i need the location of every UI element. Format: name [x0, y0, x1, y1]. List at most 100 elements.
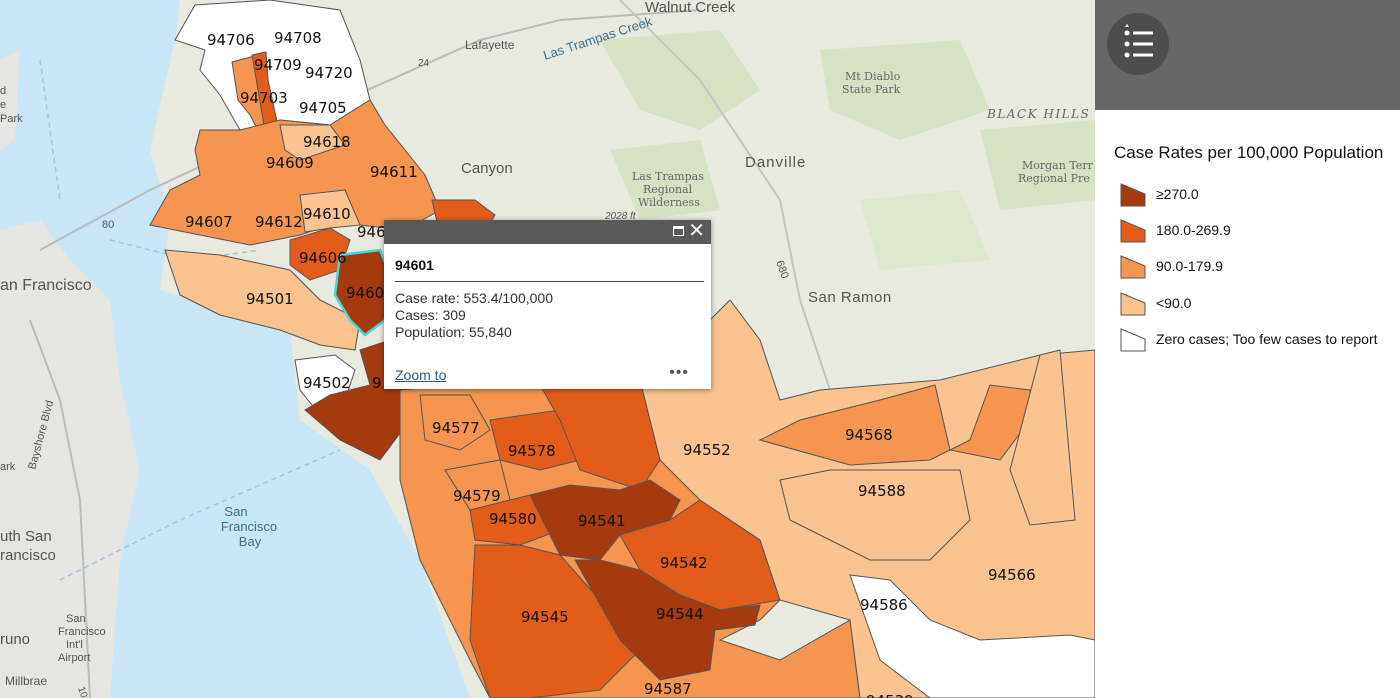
- place-label: Park: [0, 113, 23, 125]
- zip-label: 94610: [303, 205, 351, 223]
- place-label: 2028 ft: [604, 211, 637, 222]
- place-label: runo: [0, 631, 30, 648]
- zip-94709[interactable]: [251, 51, 281, 138]
- place-label: Morgan Terr: [1022, 159, 1094, 172]
- highway-shield: 101: [75, 685, 91, 698]
- legend-label: <90.0: [1156, 295, 1192, 311]
- place-label: San Ramon: [808, 289, 892, 306]
- zip-94544[interactable]: [574, 559, 761, 681]
- legend-item: Zero cases; Too few cases to report: [1120, 326, 1378, 352]
- highway-shield: 680: [773, 259, 791, 280]
- zip-label: 94586: [860, 596, 908, 614]
- zip-94601-selected[interactable]: [333, 248, 392, 337]
- place-label: e: [0, 99, 6, 111]
- zoom-to-link[interactable]: Zoom to: [395, 367, 447, 383]
- land-west: [0, 220, 140, 698]
- zip-94618[interactable]: [279, 124, 346, 161]
- close-icon[interactable]: ✕: [688, 220, 705, 242]
- zip-label: 94606: [299, 249, 347, 267]
- zip-label: 94579: [453, 487, 501, 505]
- zip-94610[interactable]: [299, 189, 361, 233]
- place-label: Regional: [643, 183, 693, 196]
- ferry-route: [39, 59, 61, 201]
- zip-94501[interactable]: [164, 249, 361, 351]
- highway-shield: 24: [418, 58, 430, 69]
- zip-94545[interactable]: [469, 544, 641, 698]
- zip-label: 9460: [346, 284, 384, 302]
- place-label: ark: [0, 461, 16, 473]
- legend-item: ≥270.0: [1120, 181, 1199, 207]
- place-label: uth San: [0, 528, 52, 545]
- zip-94578[interactable]: [489, 409, 581, 471]
- place-label: Regional Pre: [1018, 172, 1090, 185]
- zip-label: 94542: [660, 554, 708, 572]
- legend-swatch: [1120, 328, 1146, 352]
- land-west-north: [0, 50, 20, 150]
- popup-title: 94601: [395, 257, 434, 273]
- zip-label: 94609: [266, 154, 314, 172]
- highway-shield: 80: [102, 219, 114, 231]
- popup-body: Case rate: 553.4/100,000 Cases: 309 Popu…: [395, 290, 553, 341]
- zip-94577[interactable]: [419, 394, 491, 451]
- zip-label: 94541: [578, 512, 626, 530]
- place-label: Canyon: [461, 160, 513, 177]
- zip-label: 94709: [254, 56, 302, 74]
- popup-population: Population: 55,840: [395, 324, 512, 340]
- water-label: Francisco: [221, 519, 277, 534]
- place-label: Lafayette: [465, 38, 515, 52]
- zip-label: 94612: [255, 213, 303, 231]
- more-options-icon[interactable]: •••: [669, 364, 689, 381]
- zip-label: 94720: [305, 64, 353, 82]
- water-label: Bay: [239, 534, 262, 549]
- legend-label: Zero cases; Too few cases to report: [1156, 331, 1378, 347]
- place-label: Las Trampas: [632, 170, 704, 183]
- place-label: Danville: [745, 154, 806, 171]
- legend-label: 90.0-179.9: [1156, 258, 1223, 274]
- popup-divider: [395, 281, 704, 282]
- zip-label: 94566: [988, 566, 1036, 584]
- place-label: Int'l: [66, 639, 83, 651]
- map-view[interactable]: 94706 94708 94709 94720 94703 94705 9461…: [0, 0, 1095, 698]
- zip-label: 94703: [240, 89, 288, 107]
- legend-list-icon[interactable]: [1107, 13, 1169, 75]
- popup-cases: Cases: 309: [395, 307, 466, 323]
- road: [29, 319, 91, 698]
- zip-label: 94611: [370, 163, 418, 181]
- legend-label: 180.0-269.9: [1156, 222, 1231, 238]
- place-label: Mt Diablo: [845, 70, 901, 83]
- park-area: [820, 40, 990, 140]
- legend-panel-header: [1095, 0, 1400, 110]
- zip-label: 94552: [683, 441, 731, 459]
- place-label: Walnut Creek: [645, 0, 736, 16]
- zip-label: 94607: [185, 213, 233, 231]
- zip-label: 9: [372, 374, 382, 392]
- zip-east-border[interactable]: [1009, 349, 1076, 526]
- legend-swatch: [1120, 255, 1146, 279]
- zip-label: 94544: [656, 605, 704, 623]
- zip-94586[interactable]: [849, 574, 1095, 698]
- water-label: San: [224, 504, 247, 519]
- road: [39, 9, 701, 251]
- zip-info-popup[interactable]: ✕ 94601 Case rate: 553.4/100,000 Cases: …: [384, 220, 711, 389]
- zip-label: 94588: [858, 482, 906, 500]
- legend-swatch: [1120, 183, 1146, 207]
- legend-item: <90.0: [1120, 290, 1191, 316]
- maximize-icon[interactable]: [673, 226, 684, 236]
- zip-label: 94545: [521, 608, 569, 626]
- legend-panel: Case Rates per 100,000 Population ≥270.0…: [1095, 0, 1400, 698]
- legend-swatch: [1120, 292, 1146, 316]
- zip-94541[interactable]: [529, 479, 681, 561]
- popup-titlebar: ✕: [384, 220, 711, 244]
- place-label: d: [0, 85, 6, 97]
- zip-label: 94587: [644, 680, 692, 698]
- legend-item: 90.0-179.9: [1120, 253, 1223, 279]
- zip-label: 94502: [303, 374, 351, 392]
- legend-item: 180.0-269.9: [1120, 217, 1231, 243]
- zip-94588[interactable]: [779, 469, 971, 561]
- legend-swatch: [1120, 219, 1146, 243]
- zip-label: 94706: [207, 31, 255, 49]
- zip-label: 94501: [246, 290, 294, 308]
- zip-label: 94539: [866, 692, 914, 698]
- place-label: Wilderness: [638, 196, 700, 209]
- zip-label: 94577: [432, 419, 480, 437]
